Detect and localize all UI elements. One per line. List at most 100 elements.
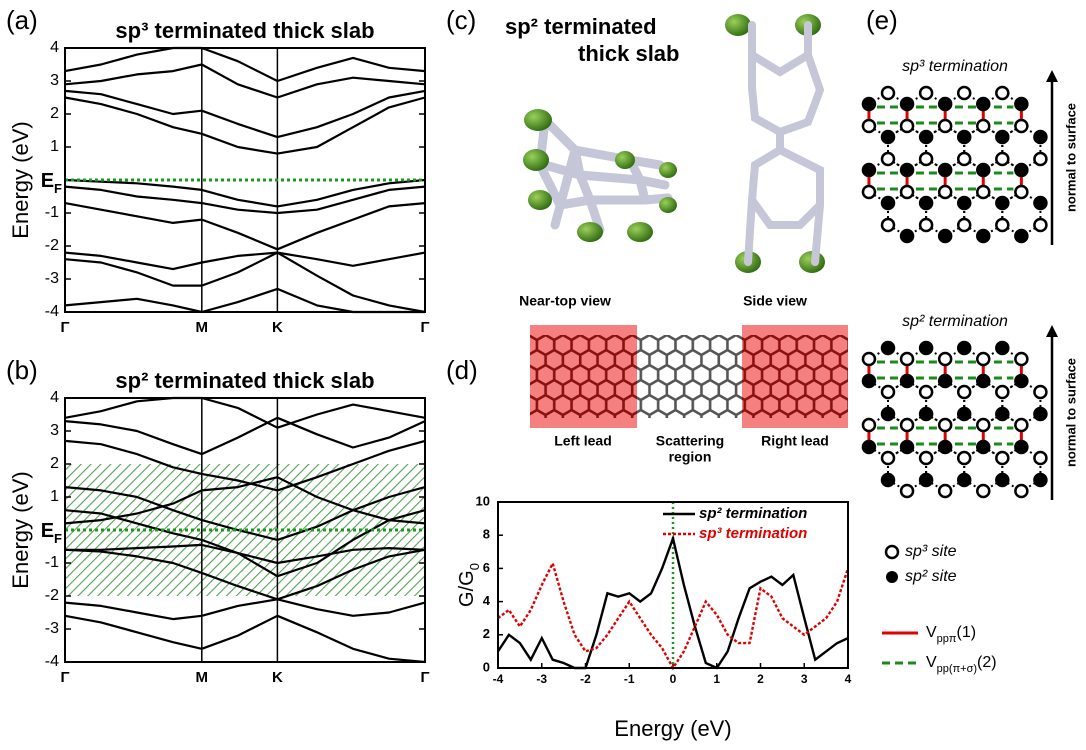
panel-label: (d) xyxy=(446,355,478,385)
sp2-site xyxy=(882,197,894,209)
sp2-site xyxy=(977,441,989,453)
sp2-site xyxy=(996,131,1008,143)
region-label: Scattering xyxy=(656,433,724,449)
x-tick-label: M xyxy=(196,669,209,686)
ef-label-base: E xyxy=(41,520,54,542)
sp3-site xyxy=(1015,419,1027,431)
sp2-site xyxy=(977,375,989,387)
x-tick-label: -2 xyxy=(580,672,591,686)
sp2-site xyxy=(1034,131,1046,143)
arrow-label: normal to surface xyxy=(1063,358,1078,467)
device xyxy=(530,325,848,428)
y-axis-label-sub: 0 xyxy=(467,563,482,570)
y-tick-label: -2 xyxy=(45,237,59,254)
x-tick-label: 0 xyxy=(670,672,677,686)
sp3-site xyxy=(958,87,970,99)
sp3-site xyxy=(886,546,898,558)
sp3-site xyxy=(920,153,932,165)
sp3-site xyxy=(996,153,1008,165)
bond-label-tail: (1) xyxy=(957,624,977,641)
y-axis-label: Energy (eV) xyxy=(8,471,33,588)
band xyxy=(65,65,425,98)
sp3-site xyxy=(901,353,913,365)
y-tick-label: 3 xyxy=(50,422,59,439)
y-tick-label: -4 xyxy=(45,653,59,670)
x-tick-label: -4 xyxy=(493,672,504,686)
sp2-site xyxy=(939,441,951,453)
sp2-site xyxy=(901,375,913,387)
sp2-site xyxy=(886,571,898,583)
y-tick-label: 1 xyxy=(50,488,59,505)
sp3-site xyxy=(920,87,932,99)
sp3-site xyxy=(1015,120,1027,132)
ef-label-sub: F xyxy=(54,181,62,196)
y-tick-label: 0 xyxy=(483,659,490,674)
sp2-site xyxy=(996,408,1008,420)
y-tick-label: 4 xyxy=(50,389,59,406)
panel-label: (c) xyxy=(446,5,476,35)
region-label: region xyxy=(669,449,712,465)
sp2-site xyxy=(1015,230,1027,242)
sp3-site xyxy=(882,87,894,99)
bond-label: Vpp(π+σ)(2) xyxy=(926,654,997,675)
bond-label-base: V xyxy=(926,624,937,641)
y-axis-label-base: G/G xyxy=(456,570,478,607)
bond-label-sub: ppπ xyxy=(937,633,957,645)
chart-title: sp² terminated thick slab xyxy=(115,368,374,393)
x-tick-label: K xyxy=(272,669,283,686)
sp2-site xyxy=(939,375,951,387)
sp2-site xyxy=(863,164,875,176)
y-tick-label: 4 xyxy=(50,39,59,56)
sp3-site xyxy=(901,186,913,198)
chart-title: sp³ terminated thick slab xyxy=(115,18,374,43)
sp2-site xyxy=(996,342,1008,354)
sp3-site xyxy=(882,452,894,464)
bond-label: Vppπ(1) xyxy=(926,624,976,645)
panel-label: (b) xyxy=(6,355,38,385)
bond-label-sub: pp(π+σ) xyxy=(937,663,977,675)
sp2-site xyxy=(958,474,970,486)
sp3-site xyxy=(939,120,951,132)
surface-arrow-head xyxy=(1046,70,1058,82)
view-label: Side view xyxy=(743,293,807,309)
sp3-site xyxy=(958,452,970,464)
sp3-site xyxy=(939,419,951,431)
sp2-site xyxy=(901,164,913,176)
x-tick-label: Γ xyxy=(420,669,429,686)
legend-label: sp² termination xyxy=(699,505,807,522)
figure: (a)(b)(c)(d)(e)sp³ terminated thick slab… xyxy=(0,0,1086,750)
panel-label: (a) xyxy=(6,5,38,35)
sp3-site xyxy=(1015,485,1027,497)
y-tick-label: 3 xyxy=(50,72,59,89)
bond-label-tail: (2) xyxy=(977,654,997,671)
x-tick-label: 4 xyxy=(845,672,852,686)
sp2-site xyxy=(863,375,875,387)
sp2-site xyxy=(920,342,932,354)
sp3-site xyxy=(882,219,894,231)
sp2-site xyxy=(1015,375,1027,387)
sp2-site xyxy=(882,408,894,420)
y-tick-label: 2 xyxy=(50,105,59,122)
sp2-site xyxy=(977,98,989,110)
band xyxy=(65,398,425,428)
sp3-site xyxy=(977,186,989,198)
section-title: sp² termination xyxy=(902,313,1008,330)
region-label: Right lead xyxy=(761,433,829,449)
band xyxy=(65,187,425,213)
sp3-site xyxy=(863,353,875,365)
sp2-site xyxy=(882,131,894,143)
sp2-site xyxy=(882,474,894,486)
x-tick-label: 3 xyxy=(801,672,808,686)
band xyxy=(65,599,425,619)
sp2-site xyxy=(920,131,932,143)
site-label: sp³ site xyxy=(905,543,957,560)
x-tick-label: Γ xyxy=(60,669,69,686)
sp3-site xyxy=(901,485,913,497)
panel-c-title: sp² terminated xyxy=(505,14,657,39)
y-axis-label: Energy (eV) xyxy=(8,121,33,238)
bond-label-base: V xyxy=(926,654,937,671)
sp3-site xyxy=(996,87,1008,99)
sp3-site xyxy=(1034,386,1046,398)
sp2-site xyxy=(1015,441,1027,453)
sp2-site xyxy=(977,164,989,176)
